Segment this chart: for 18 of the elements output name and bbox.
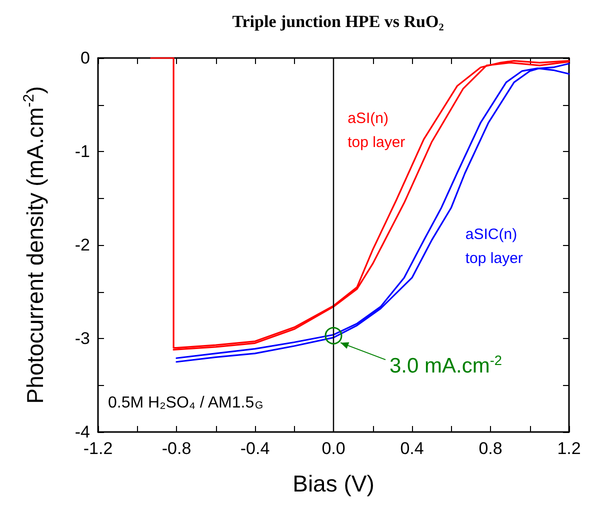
x-tick-label: -0.8 xyxy=(162,439,192,458)
y-tick-label: -3 xyxy=(74,329,90,348)
annotation: 0.5M H₂SO₄ / AM1.5G xyxy=(108,394,264,412)
x-axis-title: Bias (V) xyxy=(292,470,374,496)
chart-title: Triple junction HPE vs RuO₂ xyxy=(232,12,444,31)
x-tick-label: 0.8 xyxy=(478,439,502,458)
x-tick-label: 0.0 xyxy=(322,439,346,458)
x-tick-label: -1.2 xyxy=(83,439,113,458)
series-label: aSIC(n) top layer xyxy=(465,226,523,268)
y-tick-label: 0 xyxy=(80,48,90,68)
x-tick-label: 0.4 xyxy=(400,439,424,458)
y-tick-label: -2 xyxy=(74,236,90,254)
y-tick-label: -1 xyxy=(74,142,90,161)
x-tick-label: -0.4 xyxy=(240,439,270,458)
y-axis-title: Photocurrent density (mA.cm-2) xyxy=(20,86,48,404)
x-tick-label: 1.2 xyxy=(557,439,581,458)
series-label: aSI(n) top layer xyxy=(348,110,406,152)
y-tick-label: -4 xyxy=(74,422,90,442)
